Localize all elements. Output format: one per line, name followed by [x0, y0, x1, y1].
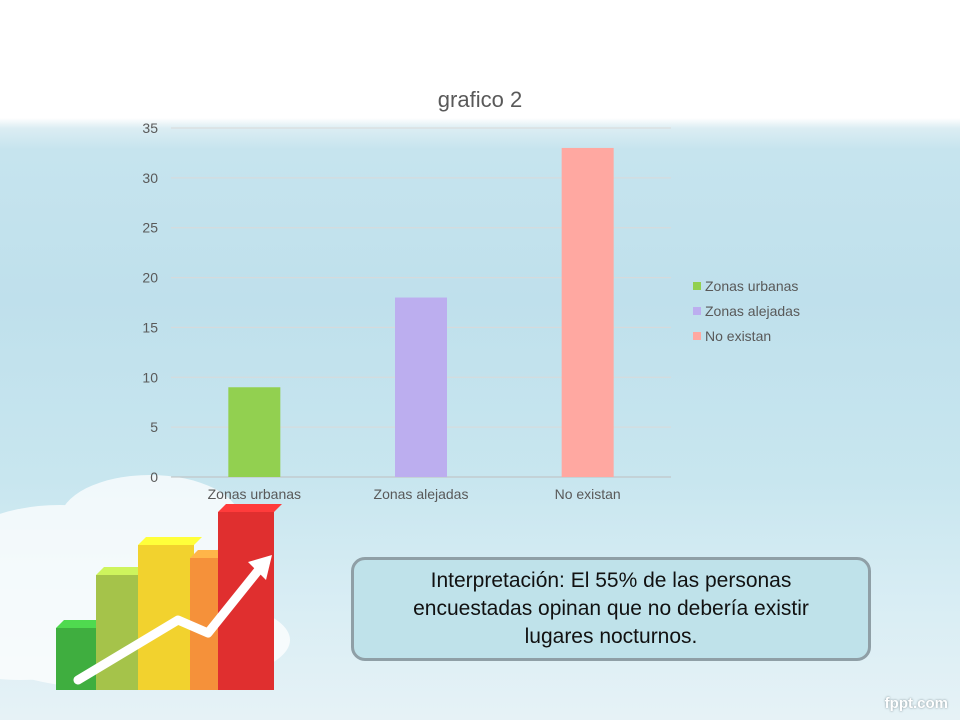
- y-tick-label: 15: [142, 319, 158, 335]
- interpretation-box: Interpretación: El 55% de las personas e…: [351, 557, 871, 661]
- legend-swatch: [693, 332, 701, 340]
- decorative-bar: [138, 545, 194, 690]
- x-category-label: No existan: [555, 486, 621, 502]
- decorative-bar-top: [138, 537, 202, 545]
- bars: [228, 147, 614, 477]
- legend-entry: Zonas alejadas: [705, 303, 800, 319]
- legend-entry: No existan: [705, 328, 771, 344]
- x-category-label: Zonas alejadas: [374, 486, 469, 502]
- x-axis-categories: Zonas urbanas Zonas alejadas No existan: [208, 486, 621, 502]
- y-tick-label: 10: [142, 369, 158, 385]
- chart-title: grafico 2: [438, 87, 522, 112]
- y-tick-label: 25: [142, 220, 158, 236]
- y-tick-label: 35: [142, 120, 158, 136]
- legend-swatch: [693, 307, 701, 315]
- y-tick-label: 20: [142, 270, 158, 286]
- y-tick-label: 30: [142, 170, 158, 186]
- decorative-bar-top: [218, 504, 282, 512]
- interpretation-line-3: lugares nocturnos.: [524, 625, 698, 648]
- bar-3: [561, 147, 614, 477]
- watermark: fppt.com: [884, 695, 948, 712]
- bar-1: [228, 387, 281, 477]
- legend: Zonas urbanas Zonas alejadas No existan: [693, 278, 800, 344]
- legend-swatch: [693, 282, 701, 290]
- y-tick-label: 5: [150, 419, 158, 435]
- y-axis-ticks: 0 5 10 15 20 25 30 35: [142, 120, 158, 485]
- bar-2: [395, 297, 447, 477]
- x-category-label: Zonas urbanas: [208, 486, 301, 502]
- decorative-bar: [218, 512, 274, 690]
- legend-entry: Zonas urbanas: [705, 278, 798, 294]
- interpretation-line-2: encuestadas opinan que no debería existi…: [413, 597, 809, 620]
- y-tick-label: 0: [150, 469, 158, 485]
- interpretation-text: Interpretación: El 55% de las personas e…: [413, 567, 809, 651]
- interpretation-line-1: Interpretación: El 55% de las personas: [430, 569, 792, 592]
